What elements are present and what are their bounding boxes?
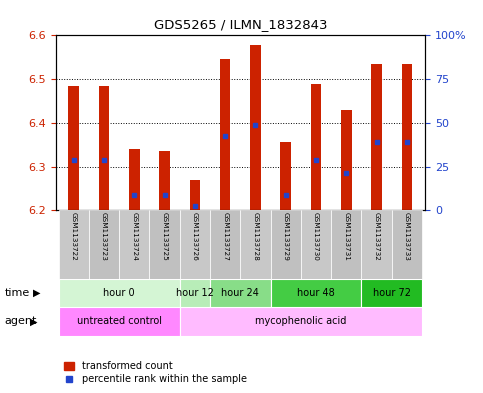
Text: GSM1133731: GSM1133731 xyxy=(343,212,349,261)
Bar xyxy=(270,210,301,279)
Text: hour 24: hour 24 xyxy=(221,288,259,298)
Bar xyxy=(220,59,230,210)
Text: untreated control: untreated control xyxy=(77,316,162,327)
Text: hour 48: hour 48 xyxy=(297,288,335,298)
Text: agent: agent xyxy=(5,316,37,327)
Bar xyxy=(99,86,109,210)
Bar xyxy=(129,149,140,210)
Bar xyxy=(331,210,361,279)
Text: hour 12: hour 12 xyxy=(176,288,214,298)
Text: GSM1133723: GSM1133723 xyxy=(101,212,107,261)
Text: time: time xyxy=(5,288,30,298)
Text: GSM1133726: GSM1133726 xyxy=(192,212,198,261)
Text: GSM1133728: GSM1133728 xyxy=(253,212,258,261)
Bar xyxy=(58,279,180,307)
Title: GDS5265 / ILMN_1832843: GDS5265 / ILMN_1832843 xyxy=(154,18,327,31)
Bar xyxy=(401,64,412,210)
Bar xyxy=(210,210,241,279)
Bar xyxy=(341,110,352,210)
Text: ▶: ▶ xyxy=(30,316,38,327)
Bar xyxy=(58,210,89,279)
Text: GSM1133732: GSM1133732 xyxy=(373,212,380,261)
Bar xyxy=(361,210,392,279)
Text: hour 72: hour 72 xyxy=(373,288,411,298)
Bar xyxy=(392,210,422,279)
Bar xyxy=(281,143,291,210)
Bar xyxy=(149,210,180,279)
Text: GSM1133730: GSM1133730 xyxy=(313,212,319,261)
Text: ▶: ▶ xyxy=(33,288,41,298)
Bar xyxy=(180,279,210,307)
Bar xyxy=(58,307,180,336)
Bar xyxy=(301,210,331,279)
Bar xyxy=(241,210,270,279)
Text: GSM1133729: GSM1133729 xyxy=(283,212,289,261)
Bar xyxy=(180,210,210,279)
Text: GSM1133727: GSM1133727 xyxy=(222,212,228,261)
Text: GSM1133724: GSM1133724 xyxy=(131,212,137,261)
Bar xyxy=(159,151,170,210)
Bar xyxy=(270,279,361,307)
Bar xyxy=(361,279,422,307)
Bar xyxy=(371,64,382,210)
Text: hour 0: hour 0 xyxy=(103,288,135,298)
Bar xyxy=(180,307,422,336)
Text: GSM1133733: GSM1133733 xyxy=(404,212,410,261)
Bar xyxy=(69,86,79,210)
Legend: transformed count, percentile rank within the sample: transformed count, percentile rank withi… xyxy=(60,358,251,388)
Text: mycophenolic acid: mycophenolic acid xyxy=(255,316,347,327)
Text: GSM1133725: GSM1133725 xyxy=(162,212,168,261)
Bar xyxy=(311,84,321,210)
Bar xyxy=(189,180,200,210)
Bar xyxy=(119,210,149,279)
Bar xyxy=(210,279,270,307)
Bar xyxy=(250,45,261,210)
Bar xyxy=(89,210,119,279)
Text: GSM1133722: GSM1133722 xyxy=(71,212,77,261)
